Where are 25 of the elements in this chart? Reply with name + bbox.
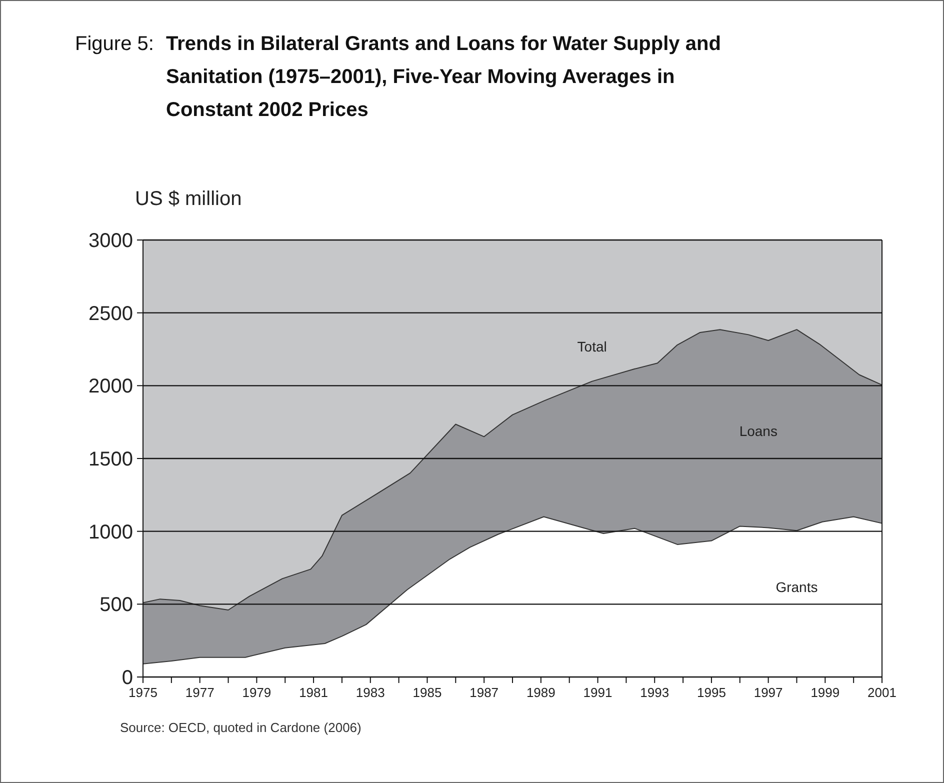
x-tick-label: 1977 — [185, 685, 214, 700]
series-label: Total — [577, 338, 607, 354]
annotation: Loans — [739, 423, 778, 440]
x-tick-label: 1979 — [242, 685, 272, 700]
x-tick-label: 1987 — [470, 685, 499, 700]
y-tick-label: 1500 — [88, 448, 133, 470]
y-axis-title: US $ million — [135, 188, 242, 210]
x-tick-label: 1993 — [640, 685, 670, 700]
x-tick-label: 1991 — [583, 685, 612, 700]
y-tick-label: 3000 — [88, 230, 133, 252]
chart-title: Figure 5: Trends in Bilateral Grants and Loans for Water Supply and Sanitation (1975–2001), Five-Year Moving Averages in Constant 2002 Prices — [75, 33, 721, 121]
x-tick-label: 1997 — [754, 685, 783, 700]
x-tick-label: 2001 — [868, 685, 896, 700]
x-tick-label: 1995 — [697, 685, 726, 700]
x-tick-label: 1981 — [299, 685, 328, 700]
y-tick-label: 2000 — [88, 376, 133, 398]
source-note: Source: OECD, quoted in Cardone (2006) — [120, 720, 362, 735]
x-tick-label: 1989 — [526, 685, 556, 700]
x-tick-label: 1985 — [412, 685, 442, 700]
y-tick-label: 2500 — [88, 302, 133, 325]
y-tick-label: 1000 — [88, 521, 133, 544]
x-tick-label: 1999 — [810, 685, 840, 700]
y-tick-label: 500 — [100, 594, 133, 616]
series-label: Grants — [776, 579, 818, 595]
x-tick-label: 1983 — [356, 685, 385, 700]
